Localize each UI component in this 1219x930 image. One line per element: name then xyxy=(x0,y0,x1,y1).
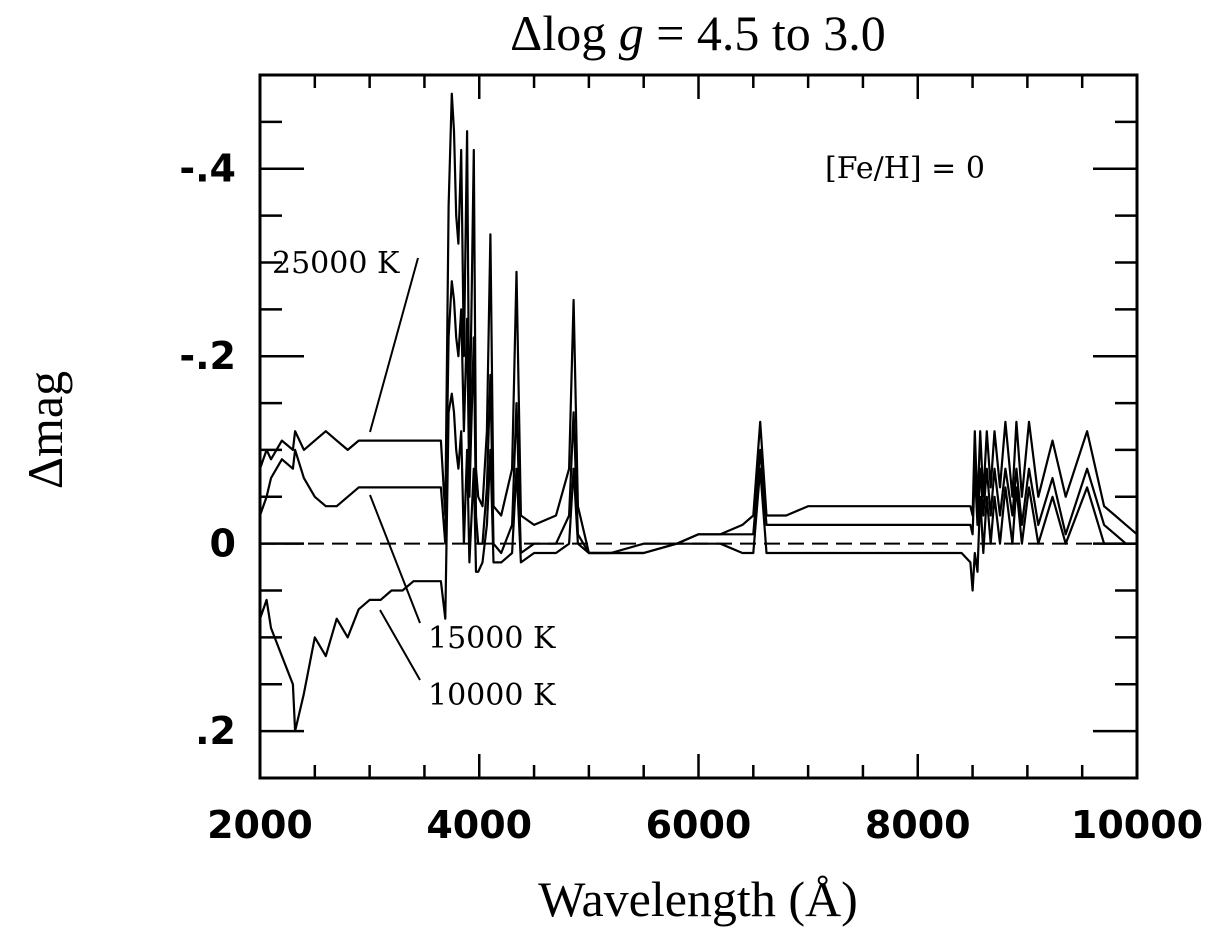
title-suffix: = 4.5 to 3.0 xyxy=(644,5,886,61)
x-tick-label: 2000 xyxy=(207,803,313,847)
title-prefix: Δlog xyxy=(510,5,619,61)
title-italic: g xyxy=(619,5,644,61)
series-labels: 25000 K 15000 K 10000 K xyxy=(272,246,556,713)
series-label: 15000 K xyxy=(428,621,556,656)
x-tick-label: 4000 xyxy=(426,803,532,847)
series-label: 25000 K xyxy=(272,246,400,281)
series-label-leader xyxy=(369,494,421,624)
series-line-2 xyxy=(258,280,1137,555)
series-label-leaders xyxy=(369,257,421,681)
chart-title: Δlog g = 4.5 to 3.0 xyxy=(510,5,886,61)
series-label-leader xyxy=(369,257,419,433)
x-tick-label: 6000 xyxy=(646,803,752,847)
y-tick-label: -.2 xyxy=(179,334,236,378)
series-label-leader xyxy=(379,609,421,681)
x-axis-label: Wavelength (Å) xyxy=(538,871,857,927)
series-label: 10000 K xyxy=(428,678,556,713)
axis-ticks xyxy=(260,75,1137,778)
series-line-1 xyxy=(258,92,1138,555)
x-tick-label: 8000 xyxy=(865,803,971,847)
series-group xyxy=(258,92,1138,733)
x-tick-label: 10000 xyxy=(1071,803,1203,847)
y-tick-label: 0 xyxy=(210,522,236,566)
y-tick-label: -.4 xyxy=(179,147,236,191)
y-tick-label: .2 xyxy=(195,709,236,753)
series-line-3 xyxy=(258,392,1137,733)
y-axis-label: Δmag xyxy=(17,371,73,489)
axis-tick-labels: 2000 4000 6000 8000 10000 -.4 -.2 0 .2 xyxy=(179,147,1203,847)
fe-h-annotation: [Fe/H] = 0 xyxy=(825,151,985,186)
